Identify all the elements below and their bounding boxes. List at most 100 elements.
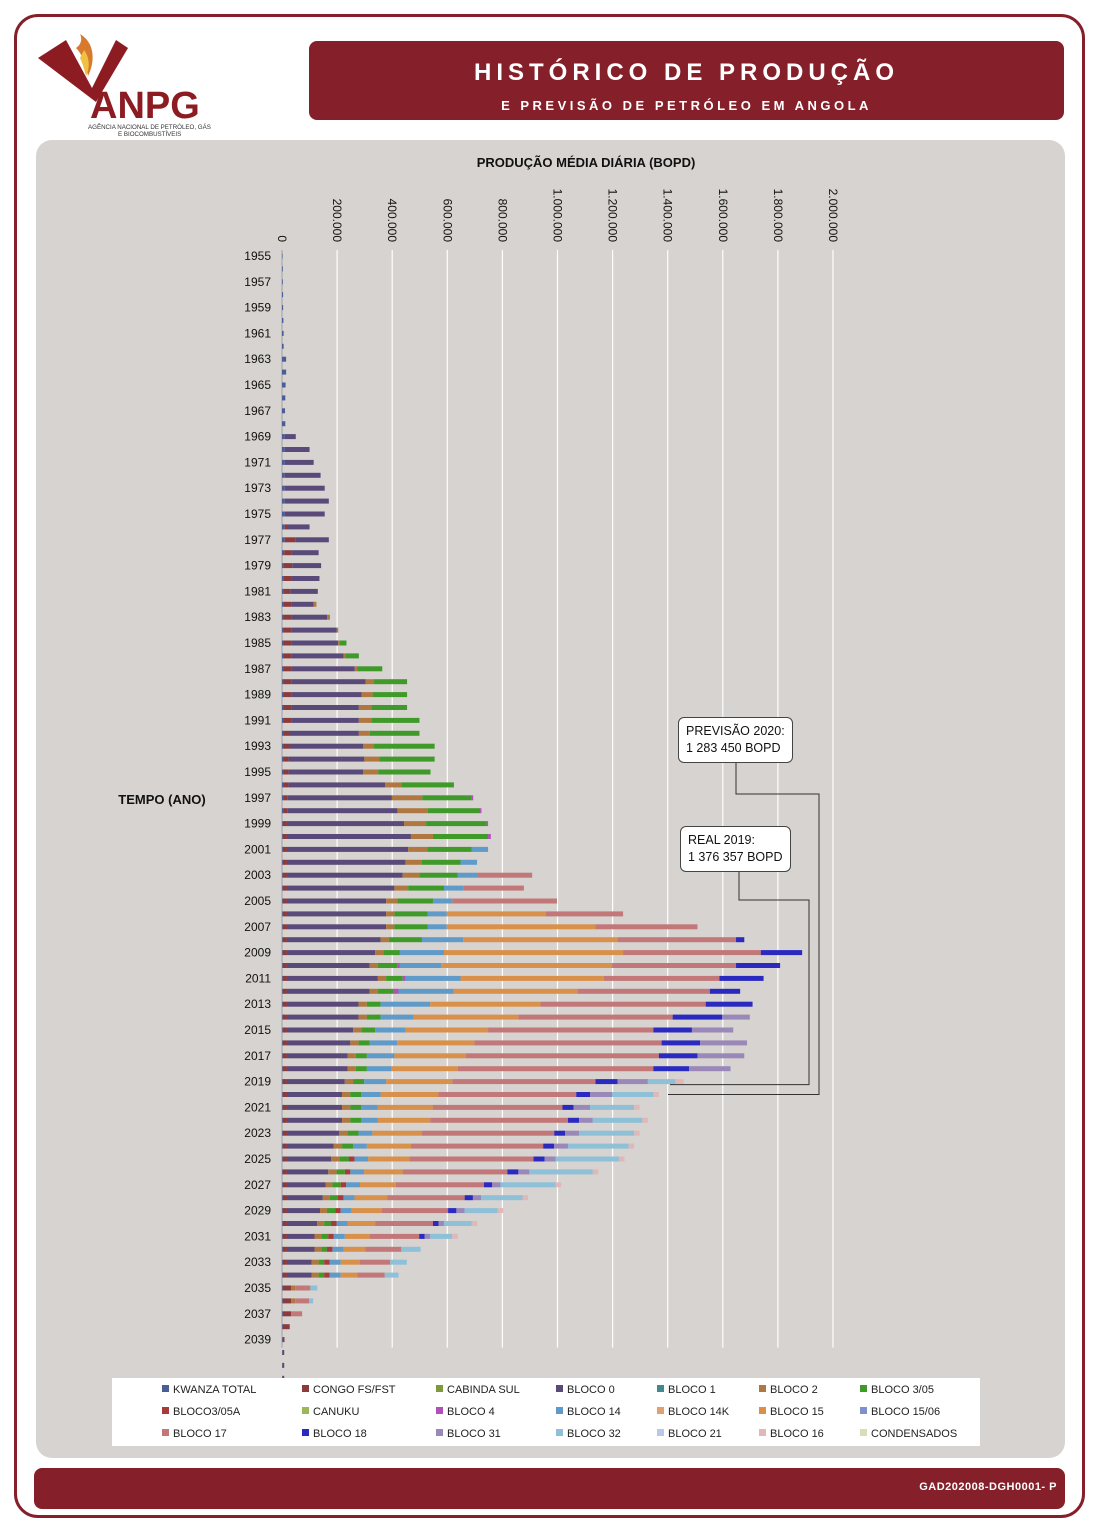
bar-segment [383,950,400,956]
y-tick-label: 2025 [244,1152,271,1166]
bar-segment [286,1040,351,1046]
bar-segment [290,588,318,594]
bar-segment [705,1001,753,1007]
bar-segment [355,1066,367,1072]
header-banner: HISTÓRICO DE PRODUÇÃO E PREVISÃO DE PETR… [309,41,1064,120]
bar-segment [282,472,285,478]
bar-segment [282,1246,287,1252]
bar-segment [441,963,613,968]
bar-segment [311,1259,319,1265]
y-tick-label: 2017 [244,1049,271,1063]
bar-segment [362,743,375,749]
x-tick-label: 1.000.000 [551,189,565,243]
bar-segment [282,563,284,569]
bar-segment [284,537,296,543]
bar-segment [405,975,461,981]
bar-segment [282,1014,287,1020]
bar-segment [288,782,386,788]
bar-segment [282,795,284,801]
bar-segment [366,1143,411,1149]
bar-segment [321,1233,329,1239]
bar-segment [634,1104,640,1110]
bar-segment [384,1272,399,1278]
bar-segment [343,1195,355,1201]
legend-item: CONDENSADOS [860,1428,957,1440]
bar-segment [358,1014,367,1020]
bar-segment [359,1182,396,1188]
bar-segment [282,988,287,994]
bar-segment [282,511,285,517]
bar-segment [282,717,284,723]
bar-segment [576,1092,591,1097]
bar-segment [339,1130,348,1136]
bar-segment [282,756,284,762]
page-border [14,14,1085,1518]
legend-swatch [436,1407,443,1414]
bar-segment [369,988,378,994]
bar-segment [324,1221,332,1226]
bar-segment [282,1285,292,1291]
y-tick-labels: 1955 1957 1959 1961 1963 1965 1967 1969 1971 1973… [244,249,271,1347]
bar-segment [282,743,284,749]
bar-segment [430,1117,568,1123]
bar-segment [314,1233,322,1239]
bar-segment [350,1092,362,1097]
bar-segment [282,937,287,943]
bar-segment [344,1079,354,1085]
bar-segment [647,1079,676,1085]
bar-segment [617,1079,648,1085]
bar-segment [340,1259,360,1265]
bar-segment [368,1156,410,1162]
bar-segment [282,447,285,452]
bar-segment [282,821,287,827]
bar-segment [324,1272,330,1278]
bar-segment [283,743,290,749]
bar-segment [401,782,454,788]
bar-segment [540,1001,706,1007]
bar-segment [443,950,624,956]
bar-segment [282,1079,287,1085]
bar-segment [283,666,292,672]
x-tick-label: 1.600.000 [716,189,730,243]
bar-segment [286,1182,326,1188]
bar-segment [283,576,292,581]
bar-segment [311,1272,319,1278]
bar-segment [282,872,287,878]
bar-segment [286,1027,354,1033]
y-tick-label: 2027 [244,1178,271,1192]
bar-segment [375,950,384,956]
bar-segment [736,963,781,968]
bar-segment [603,975,720,981]
bar-segment [394,924,428,930]
bar-segment [419,872,458,878]
bar-segment [282,834,283,839]
bar-segment [282,1169,283,1175]
bar-segment [291,576,320,581]
bar-segment [282,1246,283,1252]
bar-segment [284,472,321,478]
bar-segment [286,1208,321,1214]
bar-segment [722,1014,750,1020]
bar-segment [328,1233,334,1239]
bar-segment [284,511,325,517]
bar-segment [282,614,284,620]
bar-segment [366,1001,381,1007]
legend-item: BLOCO 15/06 [860,1406,940,1418]
bar-segment [628,1143,635,1149]
bar-segment [653,1092,659,1097]
y-tick-label: 2033 [244,1255,271,1269]
bar-segment [282,898,287,904]
bar-segment [282,1066,283,1072]
bar-segment [291,1298,296,1304]
x-tick-labels: 0 200.000 400.000 600.000 800.000 1.000.000 1.… [275,189,840,243]
bar-segment [291,550,319,556]
bar-segment [565,1130,579,1136]
bar-segment [522,1195,529,1201]
bar-segment [283,614,292,620]
legend-item: BLOCO 14 [556,1406,621,1418]
production-chart: PRODUÇÃO MÉDIA DIÁRIA (BOPD) TEMPO (ANO)… [118,155,840,1380]
bar-segment [286,821,405,827]
bar-segment [354,666,358,672]
legend-label: BLOCO 18 [313,1428,367,1440]
bar-segment [592,1117,643,1123]
